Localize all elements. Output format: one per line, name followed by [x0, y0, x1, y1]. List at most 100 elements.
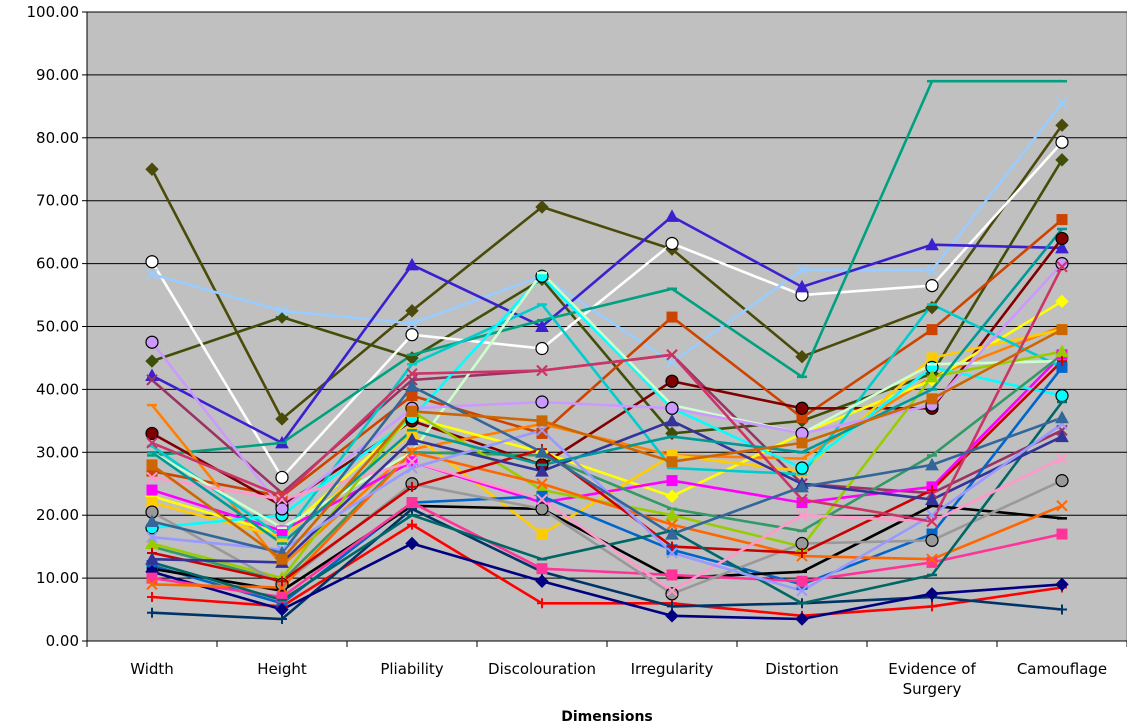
data-point-marker — [535, 445, 549, 458]
data-point-marker — [536, 493, 548, 506]
data-point-marker — [537, 598, 547, 609]
data-point-marker — [536, 364, 548, 377]
data-point-marker — [407, 481, 417, 492]
series-lines — [150, 79, 1064, 621]
data-point-marker — [406, 367, 418, 380]
data-point-marker — [146, 374, 158, 386]
series-line — [151, 102, 1064, 364]
x-tick-label: Evidence of Surgery — [888, 660, 976, 698]
data-point-marker — [146, 531, 158, 543]
series-line — [151, 302, 1063, 539]
data-point-marker — [406, 390, 418, 402]
data-point-marker — [796, 497, 808, 509]
data-point-marker — [276, 553, 288, 565]
x-tick-label: Pliability — [380, 660, 443, 678]
series-line — [151, 270, 1063, 530]
y-tick-label: 20.00 — [36, 506, 79, 524]
x-axis-title: Dimensions — [561, 709, 653, 725]
data-point-marker — [535, 341, 549, 356]
data-point-marker — [665, 489, 679, 504]
data-point-marker — [536, 427, 548, 439]
series-line — [151, 218, 1063, 498]
data-point-marker — [796, 493, 808, 506]
data-point-marker — [1055, 240, 1069, 254]
data-point-marker — [406, 317, 418, 330]
data-point-marker — [926, 264, 938, 276]
data-point-marker — [1055, 577, 1069, 592]
x-tick-label: Height — [257, 660, 307, 678]
data-point-marker — [665, 413, 679, 427]
data-point-marker — [535, 464, 549, 477]
series-line — [151, 360, 1063, 583]
y-tick-label: 50.00 — [36, 318, 79, 336]
series-line — [151, 384, 1063, 555]
y-tick-label: 60.00 — [36, 255, 79, 273]
data-point-marker — [665, 508, 679, 521]
data-point-marker — [797, 547, 807, 558]
x-tick-label: Width — [130, 660, 174, 678]
data-point-marker — [1056, 97, 1068, 109]
data-point-marker — [927, 601, 937, 612]
series-line — [151, 501, 1063, 599]
series-line — [151, 79, 1062, 457]
data-point-marker — [406, 497, 418, 509]
data-point-marker — [146, 437, 158, 449]
data-point-marker — [795, 612, 809, 626]
data-point-marker — [1055, 389, 1069, 403]
data-point-marker — [1056, 261, 1068, 273]
series-markers — [145, 79, 1069, 626]
data-point-marker — [146, 484, 158, 496]
data-point-marker — [666, 456, 678, 468]
data-point-marker — [145, 255, 159, 269]
data-point-marker — [146, 268, 158, 281]
series-line — [150, 141, 1063, 480]
data-point-marker — [536, 490, 548, 502]
data-point-marker — [796, 264, 808, 276]
data-point-marker — [665, 209, 679, 222]
data-point-marker — [536, 415, 548, 427]
data-point-marker — [665, 609, 679, 623]
data-point-marker — [666, 569, 678, 581]
series-line — [150, 325, 1063, 568]
data-point-marker — [1055, 135, 1069, 149]
data-point-marker — [1056, 528, 1068, 540]
data-point-marker — [145, 514, 159, 527]
data-point-marker — [666, 475, 678, 487]
data-point-marker — [795, 479, 809, 493]
series-line — [151, 214, 1063, 445]
data-point-marker — [146, 578, 158, 591]
data-point-marker — [146, 459, 158, 471]
data-point-marker — [145, 354, 159, 368]
y-tick-label: 30.00 — [36, 443, 79, 461]
data-point-marker — [1055, 294, 1069, 309]
data-point-marker — [925, 492, 939, 505]
y-tick-label: 80.00 — [36, 129, 79, 147]
data-point-marker — [407, 519, 417, 530]
data-point-marker — [147, 591, 157, 602]
data-point-marker — [666, 518, 678, 531]
data-point-marker — [1056, 500, 1068, 512]
x-tick-label: Irregularity — [631, 660, 714, 678]
data-point-marker — [275, 470, 289, 485]
data-point-marker — [1055, 231, 1069, 246]
y-tick-label: 40.00 — [36, 380, 79, 398]
data-point-marker — [535, 574, 549, 588]
data-point-marker — [925, 457, 939, 471]
data-point-marker — [146, 471, 158, 484]
data-point-marker — [276, 591, 288, 603]
y-tick-label: 0.00 — [46, 632, 79, 650]
data-point-marker — [666, 547, 678, 559]
data-point-marker — [405, 328, 419, 342]
data-point-marker — [275, 502, 289, 516]
data-point-marker — [535, 395, 549, 409]
x-tick-label: Camouflage — [1017, 660, 1107, 678]
data-point-marker — [926, 556, 938, 568]
data-point-marker — [147, 607, 157, 618]
data-point-marker — [925, 279, 939, 293]
y-tick-label: 70.00 — [36, 192, 79, 210]
data-point-marker — [276, 490, 288, 503]
series-line — [151, 328, 1063, 561]
data-point-marker — [796, 509, 808, 521]
data-point-marker — [665, 236, 679, 251]
